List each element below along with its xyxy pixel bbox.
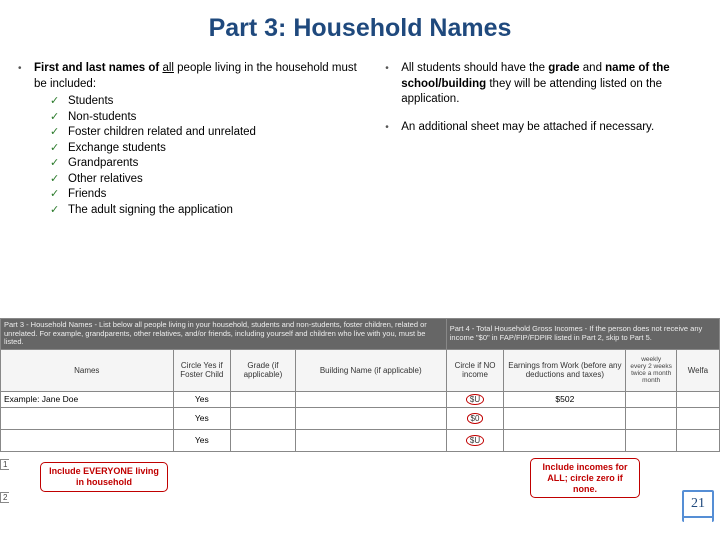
data-row-2: Yes $U [1,429,720,451]
right-bullet-1: • All students should have the grade and… [385,61,702,108]
right-b1-text: All students should have the grade and n… [401,61,702,108]
bullet-dot-icon: • [18,61,34,218]
col-earnings: Earnings from Work (before any deduction… [504,349,626,391]
su-circle-icon: $U [466,435,484,446]
data-row-1: Yes $0 [1,407,720,429]
bullet-dot-icon: • [385,120,401,136]
left-column: • First and last names of all people liv… [18,61,361,230]
callout-right: Include incomes for ALL; circle zero if … [530,458,640,498]
col-grade: Grade (if applicable) [231,349,296,391]
check-item: Friends [50,187,361,203]
example-row: Example: Jane Doe Yes $U $502 [1,391,720,407]
row-number-1: 1 [0,459,9,470]
check-item: Other relatives [50,172,361,188]
col-freq: weekly every 2 weeks twice a month month [626,349,676,391]
right-b2-text: An additional sheet may be attached if n… [401,120,702,136]
col-building: Building Name (if applicable) [295,349,446,391]
r1-a: All students [401,62,460,74]
right-column: • All students should have the grade and… [385,61,702,230]
check-list: Students Non-students Foster children re… [34,94,361,218]
left-intro-underlined: all [162,62,174,74]
left-bullet: • First and last names of all people liv… [18,61,361,218]
row-number-2: 2 [0,492,9,503]
content-columns: • First and last names of all people liv… [0,43,720,230]
check-item: The adult signing the application [50,203,361,219]
ex-amt: $502 [504,391,626,407]
form-header-row: Part 3 - Household Names - List below al… [1,319,720,350]
right-bullet-2: • An additional sheet may be attached if… [385,120,702,136]
col-names: Names [1,349,174,391]
r1-bold1: grade [548,62,579,74]
check-item: Students [50,94,361,110]
page-number: 21 [684,490,712,518]
ex-name: Example: Jane Doe [1,391,174,407]
r1-b: should have the [461,62,549,74]
su-circle-icon: $0 [467,413,484,424]
col-foster: Circle Yes if Foster Child [173,349,231,391]
callout-left: Include EVERYONE living in household [40,462,168,492]
row-yes: Yes [173,407,231,429]
su-circle-icon: $U [466,394,484,405]
column-header-row: Names Circle Yes if Foster Child Grade (… [1,349,720,391]
check-item: Grandparents [50,156,361,172]
ex-yes: Yes [173,391,231,407]
col-noincome: Circle if NO income [446,349,504,391]
page-title: Part 3: Household Names [0,0,720,43]
part3-header: Part 3 - Household Names - List below al… [1,319,447,350]
col-welfa: Welfa [676,349,719,391]
part4-header: Part 4 - Total Household Gross Incomes -… [446,319,719,350]
check-item: Non-students [50,110,361,126]
form-screenshot: Part 3 - Household Names - List below al… [0,318,720,452]
check-item: Exchange students [50,141,361,157]
bullet-dot-icon: • [385,61,401,108]
row-yes: Yes [173,429,231,451]
left-intro-pre: First and last names of [34,62,162,74]
check-item: Foster children related and unrelated [50,125,361,141]
left-intro: First and last names of all people livin… [34,61,361,218]
r1-mid: and [580,62,606,74]
